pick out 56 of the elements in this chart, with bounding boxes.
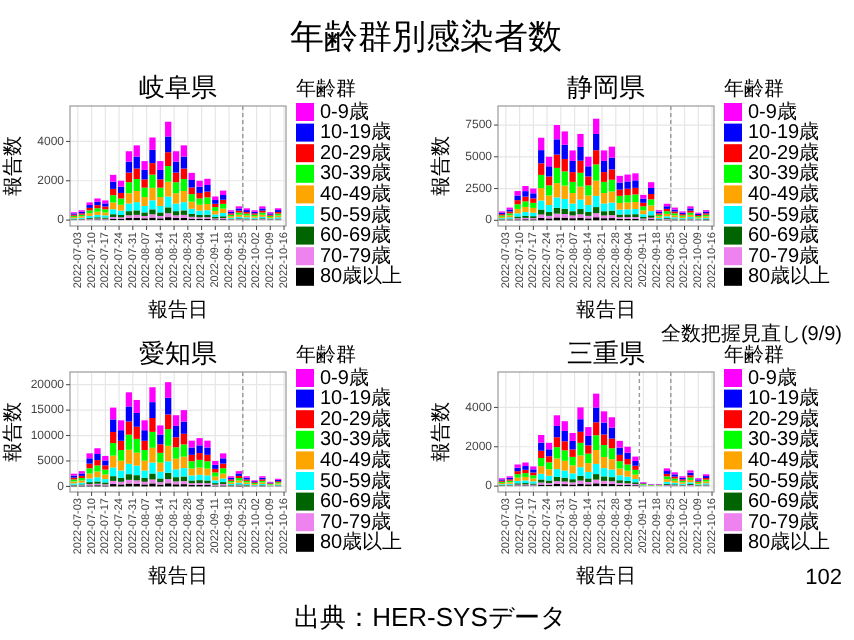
text: 年齢群別感染者数: [290, 18, 562, 56]
legend-label: 0-9歳: [320, 365, 369, 390]
y-axis-title: 報告数: [1, 136, 26, 196]
source-note: 出典：HER-SYSデータ: [294, 602, 566, 632]
y-axis-title: 報告数: [429, 402, 454, 462]
legend-label: 80歳以上: [748, 530, 831, 555]
legend-title: 年齢群: [724, 77, 784, 102]
chart-title: 三重県: [567, 338, 645, 368]
legend-label: 10-19歳: [320, 120, 392, 145]
legend-label: 10-19歳: [748, 386, 820, 411]
chart-title: 愛知県: [139, 338, 217, 368]
legend-label: 30-39歳: [748, 427, 820, 452]
legend-label: 50-59歳: [748, 468, 820, 493]
legend-label: 40-49歳: [748, 182, 820, 207]
legend-label: 80歳以上: [320, 264, 403, 289]
legend-label: 70-79歳: [748, 243, 820, 268]
legend-title: 年齢群: [724, 343, 784, 368]
text: 全数把握見直し(9/9): [660, 322, 842, 346]
x-axis-title: 報告日: [576, 298, 636, 322]
legend-label: 70-79歳: [320, 509, 392, 534]
x-axis-title: 報告日: [148, 298, 208, 322]
legend-label: 30-39歳: [320, 161, 392, 186]
chart-title: 静岡県: [567, 72, 645, 102]
legend-label: 10-19歳: [748, 120, 820, 145]
legend-label: 70-79歳: [320, 243, 392, 268]
legend-label: 20-29歳: [320, 406, 392, 431]
legend-label: 40-49歳: [320, 448, 392, 473]
legend-label: 40-49歳: [320, 182, 392, 207]
chart-title: 岐阜県: [139, 72, 217, 102]
legend-label: 0-9歳: [748, 99, 797, 124]
legend-label: 0-9歳: [748, 365, 797, 390]
legend-label: 0-9歳: [320, 99, 369, 124]
legend-label: 70-79歳: [748, 509, 820, 534]
legend-label: 10-19歳: [320, 386, 392, 411]
legend-label: 50-59歳: [320, 202, 392, 227]
y-axis-title: 報告数: [429, 136, 454, 196]
legend-label: 60-69歳: [748, 223, 820, 248]
legend-label: 20-29歳: [320, 140, 392, 165]
legend-label: 20-29歳: [748, 406, 820, 431]
legend-label: 50-59歳: [320, 468, 392, 493]
legend-label: 60-69歳: [320, 223, 392, 248]
legend-label: 50-59歳: [748, 202, 820, 227]
legend-label: 20-29歳: [748, 140, 820, 165]
y-axis-title: 報告数: [1, 402, 26, 462]
x-axis-title: 報告日: [148, 564, 208, 588]
x-axis-title: 報告日: [576, 564, 636, 588]
text: 102: [805, 566, 842, 590]
legend-title: 年齢群: [296, 77, 356, 102]
legend-title: 年齢群: [296, 343, 356, 368]
legend-label: 80歳以上: [748, 264, 831, 289]
legend-label: 60-69歳: [320, 489, 392, 514]
legend-label: 30-39歳: [748, 161, 820, 186]
legend-label: 60-69歳: [748, 489, 820, 514]
legend-label: 80歳以上: [320, 530, 403, 555]
legend-label: 40-49歳: [748, 448, 820, 473]
legend-label: 30-39歳: [320, 427, 392, 452]
